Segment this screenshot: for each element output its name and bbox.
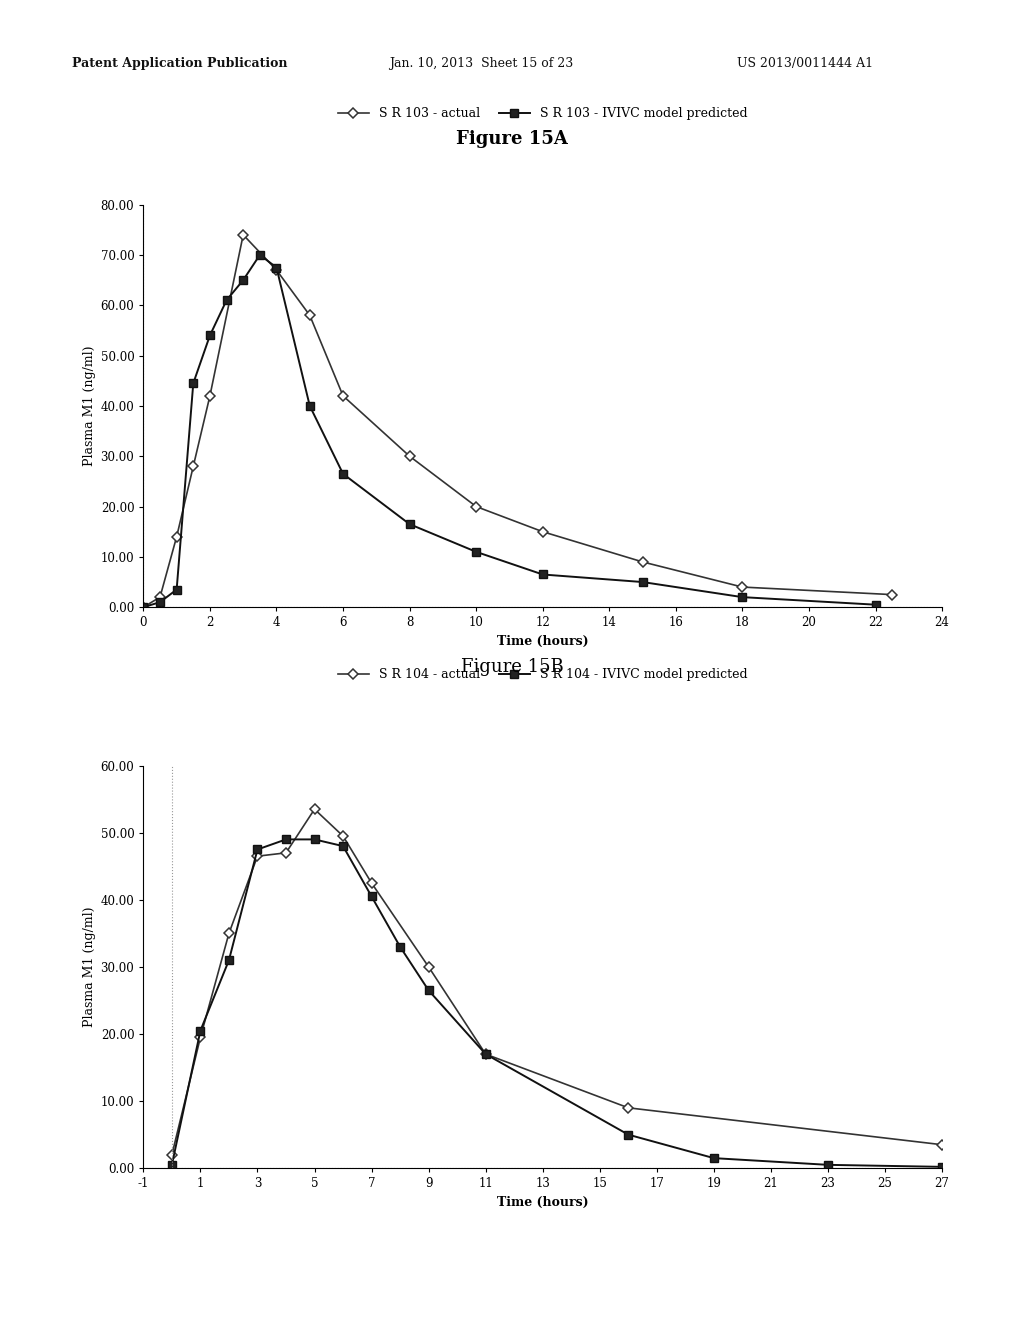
Legend: S R 103 - actual, S R 103 - IVIVC model predicted: S R 103 - actual, S R 103 - IVIVC model … — [333, 102, 753, 125]
Legend: S R 104 - actual, S R 104 - IVIVC model predicted: S R 104 - actual, S R 104 - IVIVC model … — [333, 663, 753, 686]
Text: US 2013/0011444 A1: US 2013/0011444 A1 — [737, 57, 873, 70]
Text: Jan. 10, 2013  Sheet 15 of 23: Jan. 10, 2013 Sheet 15 of 23 — [389, 57, 573, 70]
X-axis label: Time (hours): Time (hours) — [497, 635, 589, 648]
Y-axis label: Plasma M1 (ng/ml): Plasma M1 (ng/ml) — [83, 907, 96, 1027]
Y-axis label: Plasma M1 (ng/ml): Plasma M1 (ng/ml) — [83, 346, 96, 466]
Text: Patent Application Publication: Patent Application Publication — [72, 57, 287, 70]
X-axis label: Time (hours): Time (hours) — [497, 1196, 589, 1209]
Text: Figure 15A: Figure 15A — [456, 129, 568, 148]
Text: Figure 15B: Figure 15B — [461, 657, 563, 676]
